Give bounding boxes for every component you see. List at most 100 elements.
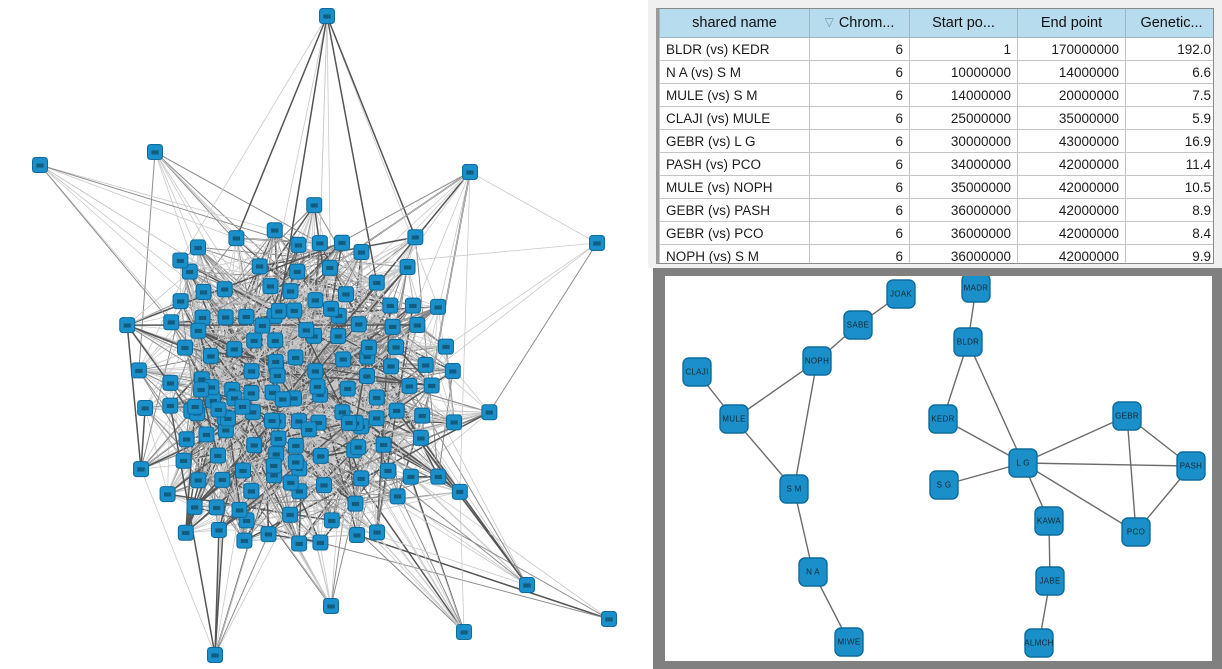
network-overview-edge[interactable] bbox=[39, 164, 233, 391]
network-overview-node[interactable]: ███ bbox=[226, 341, 243, 358]
subnetwork-node[interactable]: JABE bbox=[1035, 566, 1065, 596]
network-overview-node[interactable]: ███ bbox=[430, 298, 447, 315]
network-overview-node[interactable]: ███ bbox=[270, 302, 287, 319]
network-overview-node[interactable]: ███ bbox=[430, 468, 447, 485]
subnetwork-node[interactable]: KAWA bbox=[1034, 506, 1064, 536]
cell-end_point[interactable]: 42000000 bbox=[1017, 198, 1126, 222]
network-overview-node[interactable]: ███ bbox=[388, 339, 405, 356]
network-overview-node[interactable]: ███ bbox=[130, 362, 147, 379]
network-overview-edge[interactable] bbox=[154, 151, 237, 239]
network-overview-node[interactable]: ███ bbox=[274, 391, 291, 408]
network-overview-node[interactable]: ███ bbox=[402, 468, 419, 485]
network-overview-edge[interactable] bbox=[39, 164, 278, 377]
network-overview-edge[interactable] bbox=[397, 495, 528, 586]
network-overview-edge[interactable] bbox=[126, 324, 274, 393]
cell-shared_name[interactable]: N A (vs) S M bbox=[659, 60, 810, 84]
table-row[interactable]: N A (vs) S M 6 10000000 14000000 6.6 bbox=[659, 60, 1213, 84]
network-overview-node[interactable]: ███ bbox=[262, 278, 279, 295]
network-overview-node[interactable]: ███ bbox=[307, 363, 324, 380]
network-overview-node[interactable]: ███ bbox=[519, 577, 535, 593]
cell-end_point[interactable]: 35000000 bbox=[1017, 106, 1126, 130]
subnetwork-edge[interactable] bbox=[1022, 462, 1192, 467]
network-overview-node[interactable]: ███ bbox=[119, 317, 136, 334]
network-overview-edge[interactable] bbox=[194, 495, 399, 508]
cell-shared_name[interactable]: GEBR (vs) PCO bbox=[659, 221, 810, 245]
results-table[interactable]: shared name ▽ Chrom... Start po... End point… bbox=[659, 9, 1213, 263]
table-row[interactable]: CLAJI (vs) MULE 6 25000000 35000000 5.9 bbox=[659, 106, 1213, 130]
network-overview-edge[interactable] bbox=[225, 429, 332, 607]
subnetwork-node[interactable]: MADR bbox=[961, 276, 991, 303]
cell-end_point[interactable]: 170000000 bbox=[1017, 37, 1126, 61]
network-overview-node[interactable]: ███ bbox=[235, 462, 252, 479]
network-overview-node[interactable]: ███ bbox=[589, 235, 605, 251]
network-overview-node[interactable]: ███ bbox=[214, 471, 231, 488]
network-overview-edge[interactable] bbox=[425, 171, 471, 366]
network-overview-node[interactable]: ███ bbox=[163, 314, 180, 331]
subnetwork-node[interactable]: ALMCH bbox=[1024, 628, 1054, 658]
network-overview-edge[interactable] bbox=[353, 449, 439, 478]
network-overview-canvas[interactable]: ███ ███ ███ ███ ███ ███ ███ ███ ███ ███ ███ ███ ███ █… bbox=[0, 0, 648, 669]
network-overview-edge[interactable] bbox=[459, 491, 465, 633]
cell-genetic[interactable]: 7.5 bbox=[1125, 83, 1213, 107]
network-overview-node[interactable]: ███ bbox=[353, 244, 370, 261]
network-overview-edge[interactable] bbox=[355, 422, 465, 633]
network-overview-node[interactable]: ███ bbox=[209, 447, 226, 464]
network-overview-node[interactable]: ███ bbox=[309, 378, 326, 395]
cell-genetic[interactable]: 16.9 bbox=[1125, 129, 1213, 153]
subnetwork-node[interactable]: JOAK bbox=[886, 279, 916, 309]
network-overview-node[interactable]: ███ bbox=[228, 230, 245, 247]
cell-genetic[interactable]: 8.4 bbox=[1125, 221, 1213, 245]
network-overview-edge[interactable] bbox=[140, 407, 146, 470]
network-overview-edge[interactable] bbox=[179, 260, 414, 307]
table-row[interactable]: GEBR (vs) PASH 6 36000000 42000000 8.9 bbox=[659, 198, 1213, 222]
cell-start_point[interactable]: 30000000 bbox=[909, 129, 1018, 153]
network-overview-edge[interactable] bbox=[169, 330, 199, 407]
network-overview-node[interactable]: ███ bbox=[162, 374, 179, 391]
subnetwork-node[interactable]: PCO bbox=[1121, 517, 1151, 547]
cell-genetic[interactable]: 10.5 bbox=[1125, 175, 1213, 199]
network-overview-edge[interactable] bbox=[218, 242, 343, 410]
network-overview-node[interactable]: ███ bbox=[198, 426, 215, 443]
cell-end_point[interactable]: 42000000 bbox=[1017, 221, 1126, 245]
network-overview-node[interactable]: ███ bbox=[423, 377, 440, 394]
network-overview-edge[interactable] bbox=[39, 164, 299, 246]
cell-shared_name[interactable]: PASH (vs) PCO bbox=[659, 152, 810, 176]
cell-genetic[interactable]: 9.9 bbox=[1125, 244, 1213, 263]
network-overview-edge[interactable] bbox=[273, 411, 343, 467]
network-overview-node[interactable]: ███ bbox=[382, 297, 399, 314]
network-overview-edge[interactable] bbox=[331, 422, 357, 521]
cell-start_point[interactable]: 36000000 bbox=[909, 244, 1018, 263]
network-overview-edge[interactable] bbox=[39, 164, 235, 399]
network-overview-node[interactable]: ███ bbox=[246, 437, 263, 454]
cell-chromosome[interactable]: 6 bbox=[809, 37, 910, 61]
cell-shared_name[interactable]: BLDR (vs) KEDR bbox=[659, 37, 810, 61]
subnetwork-node[interactable]: N A bbox=[798, 557, 828, 587]
cell-chromosome[interactable]: 6 bbox=[809, 175, 910, 199]
network-overview-edge[interactable] bbox=[39, 164, 315, 337]
network-overview-node[interactable]: ███ bbox=[207, 647, 223, 663]
network-overview-node[interactable]: ███ bbox=[330, 327, 347, 344]
network-overview-node[interactable]: ███ bbox=[369, 524, 386, 541]
network-overview-edge[interactable] bbox=[326, 15, 378, 284]
cell-start_point[interactable]: 35000000 bbox=[909, 175, 1018, 199]
subnetwork-node[interactable]: KEDR bbox=[928, 404, 958, 434]
network-overview-node[interactable]: ███ bbox=[287, 454, 304, 471]
network-overview-edge[interactable] bbox=[126, 324, 142, 470]
network-overview-edge[interactable] bbox=[197, 271, 298, 332]
network-overview-panel[interactable]: ███ ███ ███ ███ ███ ███ ███ ███ ███ ███ ███ ███ ███ █… bbox=[0, 0, 648, 669]
subnetwork-node[interactable]: PASH bbox=[1176, 451, 1206, 481]
network-overview-edge[interactable] bbox=[282, 398, 465, 633]
network-overview-node[interactable]: ███ bbox=[412, 429, 429, 446]
network-overview-edge[interactable] bbox=[410, 476, 610, 620]
column-header-shared_name[interactable]: shared name bbox=[659, 9, 810, 38]
network-overview-edge[interactable] bbox=[214, 509, 240, 656]
network-overview-edge[interactable] bbox=[278, 15, 328, 312]
network-overview-node[interactable]: ███ bbox=[349, 527, 366, 544]
network-overview-node[interactable]: ███ bbox=[417, 356, 434, 373]
network-overview-node[interactable]: ███ bbox=[267, 332, 284, 349]
network-overview-node[interactable]: ███ bbox=[350, 316, 367, 333]
network-overview-edge[interactable] bbox=[271, 346, 397, 422]
network-overview-node[interactable]: ███ bbox=[234, 398, 251, 415]
network-overview-edge[interactable] bbox=[295, 171, 471, 358]
network-overview-node[interactable]: ███ bbox=[335, 351, 352, 368]
